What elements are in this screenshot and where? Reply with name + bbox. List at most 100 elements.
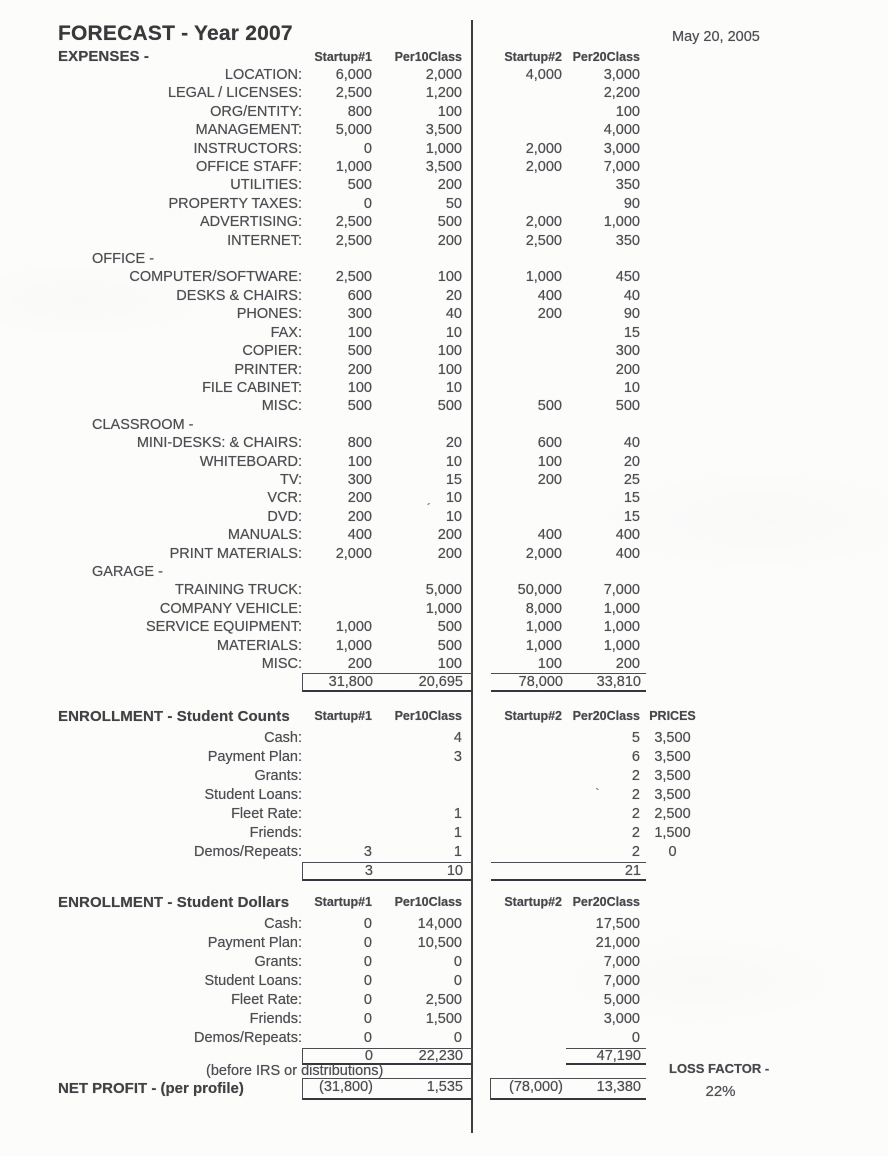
- cell-per10class: 50: [445, 195, 462, 212]
- table-row: LEGAL / LICENSES: 2,500 1,200 2,200: [58, 84, 888, 102]
- cell-startup2: 100: [537, 656, 562, 672]
- cell-per10class: 10: [445, 324, 462, 341]
- divider-gap: [462, 708, 490, 729]
- cell-startup1: 0: [363, 954, 372, 970]
- cell-startup2: 8,000: [525, 600, 562, 617]
- cell-startup1: 400: [347, 527, 372, 544]
- table-row: Friends: 0 1,500 3,000: [58, 1010, 888, 1029]
- divider-gap: [462, 342, 490, 360]
- column-header-startup1: Startup#1: [314, 709, 372, 723]
- cell-startup1: 500: [347, 177, 372, 194]
- cell-startup2: 2,000: [525, 140, 562, 157]
- expenses-header-row: EXPENSES - Startup#1 Per10Class Startup#2 Pe…: [58, 48, 888, 66]
- cell-startup1: 100: [347, 379, 372, 396]
- column-header-per20class: Per20Class: [572, 709, 640, 723]
- cell-per10class: 500: [437, 214, 462, 231]
- cell-per20class: 2: [631, 787, 640, 803]
- table-row: CLASSROOM -: [58, 416, 888, 434]
- cell-per10class: 200: [437, 232, 462, 249]
- cell-startup1: 200: [347, 508, 372, 525]
- net-profit-box-right: (78,000) 13,380: [490, 1078, 646, 1100]
- row-label: Payment Plan:: [207, 935, 302, 951]
- divider-gap: [462, 232, 490, 250]
- totals-row: 31,800 20,695 78,000 33,810: [58, 673, 888, 693]
- cell-per20class: 1,000: [603, 619, 640, 636]
- divider-gap: [462, 915, 490, 934]
- cell-per20class: 1,000: [603, 600, 640, 617]
- total-per20class: 33,810: [596, 674, 641, 691]
- column-header-per10class: Per10Class: [394, 50, 462, 64]
- row-label: COMPANY VEHICLE:: [159, 600, 302, 617]
- cell-startup2: [490, 176, 562, 194]
- cell-startup2: [490, 915, 562, 934]
- divider-gap: [462, 934, 490, 953]
- table-row: Grants: 2 3,500: [58, 767, 888, 786]
- cell-per10class: 0: [453, 1030, 462, 1046]
- cell-startup2: 4,000: [525, 67, 562, 83]
- column-header-prices: PRICES: [649, 709, 696, 723]
- divider-gap: [462, 397, 490, 415]
- divider-gap: [462, 1029, 490, 1048]
- row-label: MANAGEMENT:: [195, 122, 302, 139]
- cell-per20class: 3,000: [603, 140, 640, 157]
- table-row: LOCATION: 6,000 2,000 4,000 3,000: [58, 66, 888, 84]
- table-row: Payment Plan: 0 10,500 21,000: [58, 934, 888, 953]
- cell-per10class: 100: [437, 343, 462, 360]
- divider-gap: [462, 1010, 490, 1029]
- cell-startup2: 600: [537, 435, 562, 452]
- divider-gap: [462, 453, 490, 471]
- cell-per10class: 500: [437, 398, 462, 415]
- divider-gap: [462, 748, 490, 767]
- table-row: OFFICE -: [58, 250, 888, 268]
- cell-per20class: 500: [615, 398, 640, 415]
- cell-startup2: [490, 843, 562, 862]
- table-row: FILE CABINET: 100 10 10: [58, 379, 888, 397]
- totals-row: 0 22,230 47,190: [58, 1048, 888, 1065]
- total-per10class: 22,230: [418, 1048, 463, 1064]
- dollars-header-row: ENROLLMENT - Student Dollars Startup#1 Per…: [58, 894, 888, 915]
- table-row: Cash: 0 14,000 17,500: [58, 915, 888, 934]
- cell-startup1: 600: [347, 287, 372, 304]
- divider-gap: [462, 471, 490, 489]
- cell-per10class: 14,000: [417, 916, 462, 932]
- divider-gap: [462, 953, 490, 972]
- row-label: VCR:: [267, 490, 302, 507]
- table-row: PHONES: 300 40 200 90: [58, 305, 888, 323]
- row-label: LOCATION:: [224, 67, 302, 83]
- divider-gap: [462, 379, 490, 397]
- cell-startup2: 100: [537, 453, 562, 470]
- row-label: PRINTER:: [234, 361, 302, 378]
- cell-per20class: 1,000: [603, 637, 640, 654]
- totals-row: 3 10 21: [58, 862, 888, 881]
- cell-startup1: 2,500: [335, 85, 372, 102]
- total-startup1: 31,800: [328, 674, 373, 691]
- cell-per10class: 500: [437, 619, 462, 636]
- table-row: PRINTER: 200 100 200: [58, 361, 888, 379]
- table-row: FAX: 100 10 15: [58, 324, 888, 342]
- cell-per20class: 90: [623, 306, 640, 323]
- cell-startup2: [490, 342, 562, 360]
- cell-per10class: 1,000: [425, 600, 462, 617]
- cell-startup2: [490, 748, 562, 767]
- cell-per10class: 10,500: [417, 935, 462, 951]
- table-row: WHITEBOARD: 100 10 100 20: [58, 453, 888, 471]
- divider-gap: [462, 786, 490, 805]
- cell-startup2: [490, 195, 562, 213]
- cell-per10class: 1: [453, 806, 462, 822]
- total-per10class: 20,695: [418, 674, 463, 691]
- cell-startup1: 0: [363, 992, 372, 1008]
- cell-per20class: 2: [631, 844, 640, 860]
- table-row: Fleet Rate: 0 2,500 5,000: [58, 991, 888, 1010]
- cell-startup1: [302, 805, 372, 824]
- cell-startup2: 200: [537, 471, 562, 488]
- divider-gap: [462, 894, 490, 915]
- divider-gap: [462, 655, 490, 673]
- subsection-label: CLASSROOM -: [92, 416, 194, 433]
- cell-startup1: 1,000: [335, 637, 372, 654]
- divider-gap: [462, 489, 490, 507]
- cell-startup1: 0: [363, 1011, 372, 1027]
- row-label: Demos/Repeats:: [194, 1030, 302, 1046]
- cell-startup1: 2,500: [335, 214, 372, 231]
- expenses-heading: EXPENSES -: [58, 48, 150, 65]
